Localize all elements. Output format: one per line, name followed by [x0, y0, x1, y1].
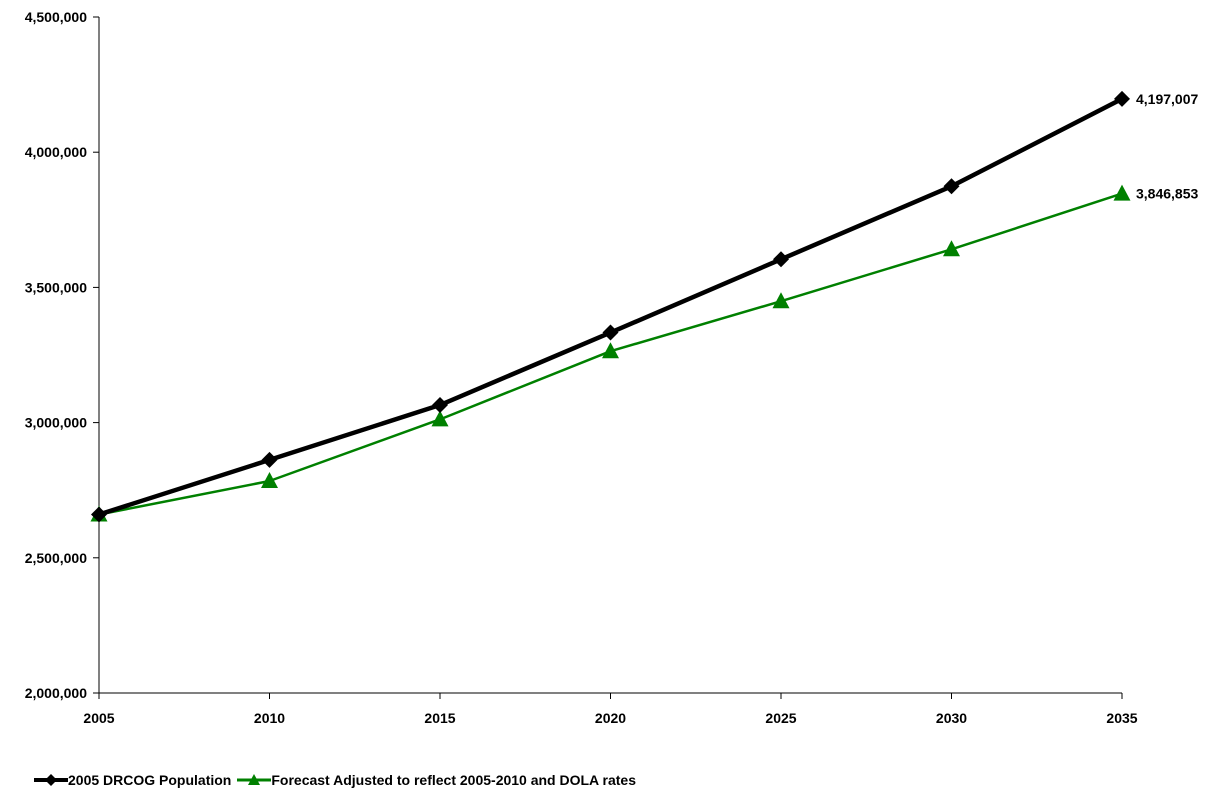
triangle-marker	[1113, 184, 1131, 201]
x-tick-label: 2020	[595, 710, 626, 726]
triangle-marker	[431, 410, 449, 427]
legend-label-drcog: 2005 DRCOG Population	[68, 772, 232, 788]
diamond-marker	[91, 506, 107, 523]
legend-item-drcog: 2005 DRCOG Population	[34, 772, 231, 788]
x-tick-label: 2025	[765, 710, 796, 726]
x-tick-label: 2005	[83, 710, 114, 726]
y-tick-label: 3,000,000	[25, 415, 87, 431]
y-tick-label: 4,500,000	[25, 9, 87, 25]
diamond-marker	[1114, 90, 1130, 107]
diamond-marker	[432, 397, 448, 414]
series-line-0	[98, 96, 1124, 517]
data-label-0: 4,197,007	[1136, 91, 1198, 107]
diamond-marker	[773, 251, 789, 268]
triangle-marker	[943, 240, 960, 257]
axes: 2,000,000 2,500,000 3,000,000 3,500,000 4,00…	[25, 9, 1138, 726]
triangle-marker	[261, 472, 278, 489]
legend-swatch-triangle	[237, 774, 272, 785]
diamond-marker	[261, 451, 278, 468]
y-tick-label: 4,000,000	[25, 144, 87, 160]
x-tick-label: 2010	[254, 710, 285, 726]
legend: 2005 DRCOG Population Forecast Adjusted …	[34, 770, 642, 790]
triangle-marker	[772, 292, 790, 309]
y-tick-label: 3,500,000	[25, 279, 87, 295]
legend-item-forecast: Forecast Adjusted to reflect 2005-2010 a…	[237, 772, 636, 788]
triangle-marker	[602, 342, 619, 359]
diamond-marker	[943, 178, 960, 195]
x-tick-label: 2015	[424, 710, 455, 726]
line-chart: 2,000,000 2,500,000 3,000,000 3,500,000 4,00…	[25, 9, 1199, 726]
legend-swatch-diamond	[34, 774, 68, 786]
x-tick-label: 2030	[936, 710, 967, 726]
series-layer	[90, 90, 1131, 523]
x-tick-label: 2035	[1106, 710, 1137, 726]
labels-layer: 3,846,853 4,197,007	[1136, 91, 1198, 202]
legend-label-forecast: Forecast Adjusted to reflect 2005-2010 a…	[271, 772, 637, 788]
y-tick-label: 2,000,000	[25, 685, 87, 701]
y-tick-label: 2,500,000	[25, 550, 87, 566]
data-label-1: 3,846,853	[1136, 186, 1198, 202]
diamond-marker	[602, 324, 619, 341]
